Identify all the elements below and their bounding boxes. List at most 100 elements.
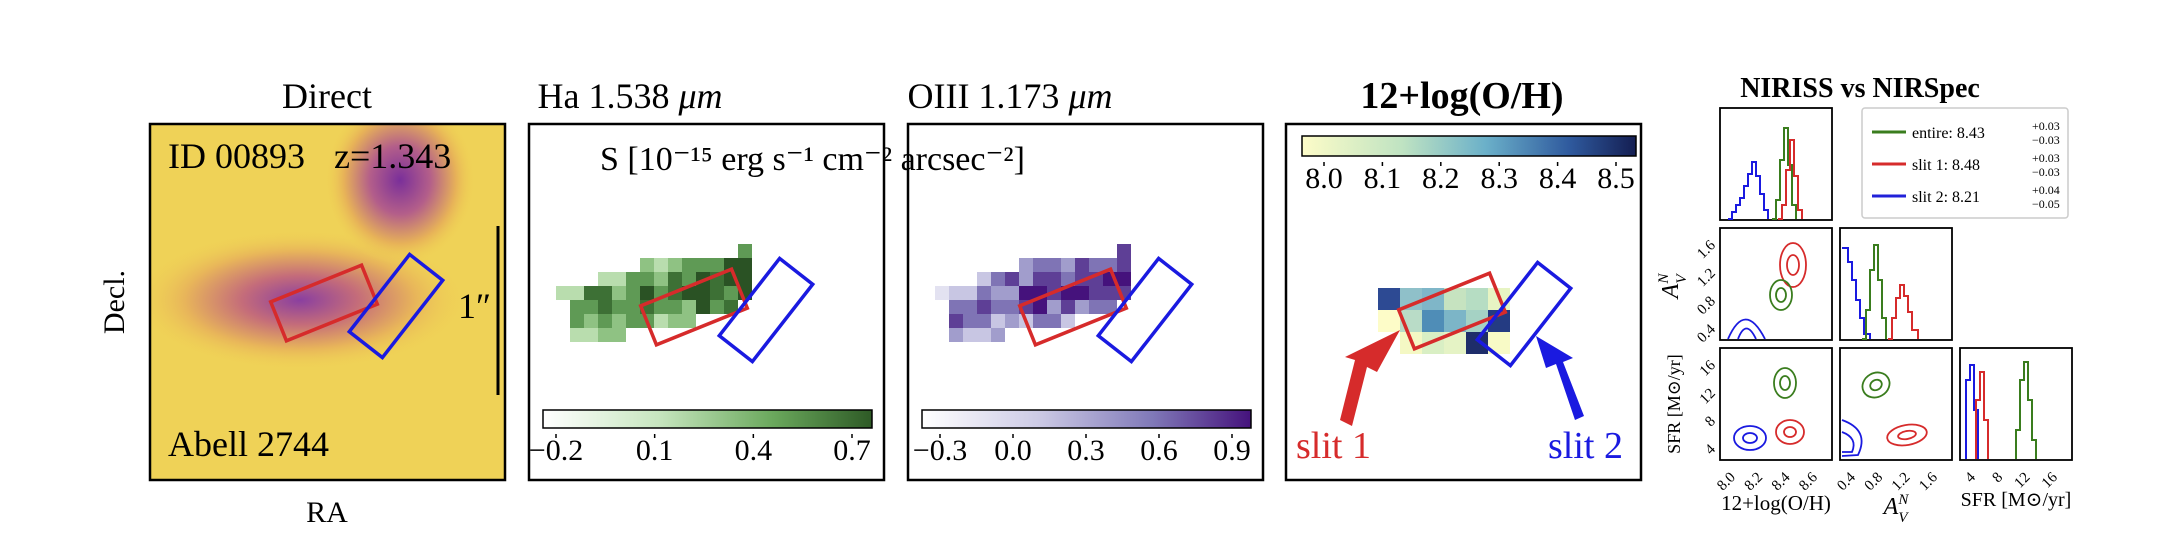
direct-id-label: ID 00893: [168, 136, 305, 176]
sfr-hist-slit2: [1965, 364, 1979, 459]
av-hist-slit2: [1842, 247, 1871, 339]
corner-tick-label: 4: [1702, 441, 1719, 458]
corner-tick-label: 1.6: [1694, 237, 1719, 262]
corner-tick-label: 16: [1697, 357, 1719, 379]
oiii-panel: OIII 1.173 μm −0.3 0.0 0.3 0.6 0.9: [906, 76, 1265, 482]
corner-tick-label: 8: [1702, 414, 1719, 431]
legend-error-lower: −0.03: [2032, 133, 2060, 147]
legend-error-lower: −0.03: [2032, 165, 2060, 179]
slit1-label: slit 1: [1296, 425, 1371, 467]
oiii-colorbar-tick: 0.6: [1140, 434, 1178, 467]
oiii-colorbar-tick: 0.3: [1067, 434, 1105, 467]
oiii-colorbar-tick: −0.3: [913, 434, 967, 467]
metal-colorbar-tick: 8.2: [1422, 162, 1460, 195]
corner-tick-label: 1.2: [1889, 470, 1914, 495]
ha-colorbar-tick: −0.2: [529, 434, 583, 467]
slit2-label: slit 2: [1548, 425, 1623, 467]
contours-metal-av: [1727, 242, 1807, 340]
legend-error-upper: +0.03: [2032, 119, 2060, 133]
metal-colorbar: [1301, 135, 1637, 157]
slit2-arrow: [1536, 336, 1584, 420]
oiii-slit1-box: [1017, 266, 1129, 348]
sfr-hist-entire: [2015, 361, 2037, 459]
corner-ylabel-av: AN V: [1656, 273, 1690, 301]
legend-entry: slit 2: 8.21: [1912, 189, 1980, 206]
ha-colorbar-tick: 0.1: [636, 434, 674, 467]
metal-colorbar-tick: 8.5: [1597, 162, 1635, 195]
ha-map: [556, 244, 752, 342]
corner-tick-label: 12: [1697, 386, 1719, 408]
corner-tick-label: 0.4: [1834, 469, 1859, 494]
av-sfr-frame: [1839, 347, 1953, 461]
oiii-colorbar: [921, 409, 1252, 429]
metal-colorbar-tick: 8.0: [1305, 162, 1343, 195]
corner-tick-label: 4: [1962, 469, 1979, 486]
metal-slit2-box: [1474, 260, 1574, 368]
av-hist-slit1: [1888, 284, 1919, 340]
flux-unit-label: S [10⁻¹⁵ erg s⁻¹ cm⁻² arcsec⁻²]: [600, 141, 1025, 178]
slit2-box: [346, 252, 446, 360]
corner-ylabel-sfr: SFR [M⊙/yr]: [1664, 354, 1684, 454]
direct-field-label: Abell 2744: [168, 424, 329, 464]
legend-error-lower: −0.05: [2032, 197, 2060, 211]
metal-colorbar-tick: 8.3: [1480, 162, 1518, 195]
neighbor-blob: [325, 124, 475, 265]
oiii-colorbar-tick: 0.9: [1213, 434, 1251, 467]
av-hist-entire: [1862, 244, 1887, 340]
metal-panel: 12+log(O/H) 8.0 8.1 8.2 8.3 8.4 8.5 slit 1 sl…: [1284, 75, 1643, 482]
corner-tick-label: 1.6: [1916, 469, 1941, 494]
av-hist-frame: [1839, 227, 1953, 341]
galaxy-blob: [150, 230, 465, 370]
corner-tick-label: 0.4: [1694, 321, 1719, 346]
corner-plot: NIRISS vs NIRSpec entire: 8.43 +0.03−0.03…: [1656, 73, 2073, 526]
ha-slit2-box: [716, 256, 816, 364]
ha-slit1-box: [638, 266, 750, 348]
ha-colorbar: [542, 409, 873, 429]
oiii-title: OIII 1.173 μm: [907, 76, 1112, 116]
direct-frame: [148, 122, 507, 482]
scale-label: 1″: [458, 286, 491, 326]
oiii-slit2-box: [1095, 256, 1195, 364]
metal-hist-entire: [1772, 127, 1797, 220]
metal-av-frame: [1719, 227, 1833, 341]
corner-tick-label: 0.8: [1694, 294, 1719, 319]
legend-error-upper: +0.03: [2032, 151, 2060, 165]
metal-colorbar-tick: 8.4: [1539, 162, 1577, 195]
corner-tick-label: 8: [1990, 470, 2007, 487]
oiii-map: [935, 244, 1131, 342]
oiii-colorbar-tick: 0.0: [994, 434, 1032, 467]
corner-tick-label: 0.8: [1862, 470, 1887, 495]
slit1-arrow: [1340, 330, 1400, 426]
metal-title: 12+log(O/H): [1360, 75, 1563, 117]
sfr-hist-slit1: [1975, 371, 1989, 459]
direct-ylabel: Decl.: [98, 270, 131, 334]
contours-av-sfr: [1841, 371, 1928, 457]
legend-error-upper: +0.04: [2032, 183, 2060, 197]
legend-entry: entire: 8.43: [1912, 125, 1985, 142]
metal-colorbar-tick: 8.1: [1364, 162, 1402, 195]
oiii-frame: [906, 122, 1265, 482]
metal-sfr-frame: [1719, 347, 1833, 461]
ha-title: Ha 1.538 μm: [537, 76, 722, 116]
ha-panel: Ha 1.538 μm S [10⁻¹⁵ erg s⁻¹ cm⁻² arcsec…: [527, 76, 1025, 482]
direct-panel: Direct ID 00893 z=1.343 Abell 2744 1″ RA…: [98, 76, 507, 529]
contours-metal-sfr: [1733, 367, 1805, 451]
corner-xlabel-metal: 12+log(O/H): [1721, 491, 1831, 515]
metal-slit1-box: [1396, 270, 1508, 352]
ha-colorbar-tick: 0.7: [833, 434, 871, 467]
metal-hist-slit1: [1778, 139, 1803, 220]
sfr-hist-frame: [1959, 347, 2073, 461]
ha-frame: [527, 122, 886, 482]
corner-title: NIRISS vs NIRSpec: [1740, 73, 1980, 104]
corner-xlabel-av: AN V: [1882, 492, 1910, 526]
corner-tick-label: 1.2: [1694, 266, 1719, 291]
metal-hist-slit2: [1728, 161, 1769, 220]
direct-z-label: z=1.343: [334, 136, 451, 176]
direct-title: Direct: [282, 76, 372, 116]
svg-text:ANV: AN V: [1656, 273, 1690, 301]
corner-xlabel-sfr: SFR [M⊙/yr]: [1961, 489, 2072, 511]
legend-entry: slit 1: 8.48: [1912, 157, 1980, 174]
ha-colorbar-tick: 0.4: [735, 434, 773, 467]
slit1-box: [268, 262, 380, 344]
